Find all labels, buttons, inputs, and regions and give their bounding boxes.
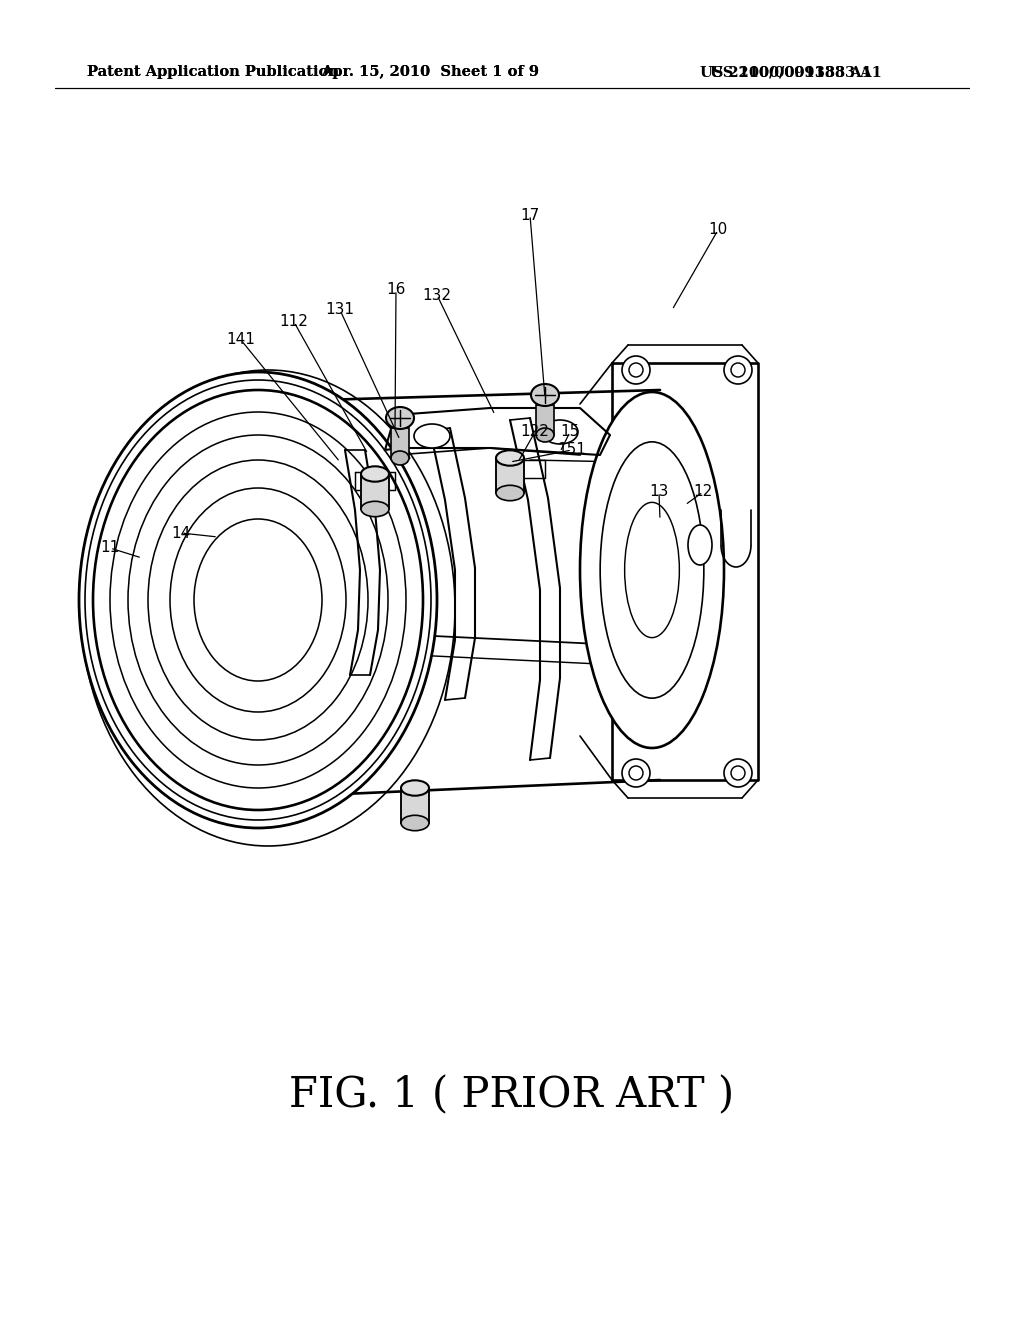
Ellipse shape <box>361 502 389 516</box>
Text: 151: 151 <box>557 442 587 458</box>
Text: 16: 16 <box>386 282 406 297</box>
Ellipse shape <box>688 525 712 565</box>
Polygon shape <box>361 474 389 510</box>
Text: 112: 112 <box>280 314 308 330</box>
Ellipse shape <box>531 384 559 407</box>
Ellipse shape <box>148 459 368 741</box>
Ellipse shape <box>110 412 406 788</box>
Polygon shape <box>536 405 554 436</box>
Ellipse shape <box>629 363 643 378</box>
Ellipse shape <box>79 372 437 828</box>
Ellipse shape <box>194 519 322 681</box>
Ellipse shape <box>622 356 650 384</box>
Ellipse shape <box>600 442 703 698</box>
Text: 131: 131 <box>326 302 354 318</box>
Ellipse shape <box>536 428 554 442</box>
Text: 122: 122 <box>520 425 550 440</box>
Text: FIG. 1 ( PRIOR ART ): FIG. 1 ( PRIOR ART ) <box>290 1074 734 1115</box>
Text: 12: 12 <box>693 484 713 499</box>
Ellipse shape <box>731 363 745 378</box>
Ellipse shape <box>542 420 578 444</box>
Ellipse shape <box>85 380 431 820</box>
Ellipse shape <box>170 488 346 711</box>
Ellipse shape <box>414 424 450 447</box>
Ellipse shape <box>401 816 429 830</box>
Ellipse shape <box>496 450 524 466</box>
Text: 17: 17 <box>520 207 540 223</box>
Polygon shape <box>496 458 524 492</box>
Ellipse shape <box>724 356 752 384</box>
Text: 11: 11 <box>100 540 120 556</box>
Text: US 2100/0091383 A1: US 2100/0091383 A1 <box>700 65 871 79</box>
Text: 132: 132 <box>423 288 452 302</box>
Text: Patent Application Publication: Patent Application Publication <box>87 65 339 79</box>
Text: Apr. 15, 2010  Sheet 1 of 9: Apr. 15, 2010 Sheet 1 of 9 <box>321 65 539 79</box>
Ellipse shape <box>386 407 414 429</box>
Ellipse shape <box>93 389 423 810</box>
Text: Apr. 15, 2010  Sheet 1 of 9: Apr. 15, 2010 Sheet 1 of 9 <box>321 65 539 79</box>
Text: US 2100/0091383 A1: US 2100/0091383 A1 <box>710 65 882 79</box>
Ellipse shape <box>731 766 745 780</box>
Text: 15: 15 <box>560 425 580 440</box>
Ellipse shape <box>625 503 679 638</box>
Text: Patent Application Publication: Patent Application Publication <box>87 65 339 79</box>
Text: 10: 10 <box>709 223 728 238</box>
Ellipse shape <box>401 780 429 796</box>
Text: 13: 13 <box>649 484 669 499</box>
Polygon shape <box>401 788 429 822</box>
Ellipse shape <box>622 759 650 787</box>
Ellipse shape <box>580 392 724 748</box>
Ellipse shape <box>724 759 752 787</box>
Text: 141: 141 <box>226 333 255 347</box>
Polygon shape <box>391 428 409 458</box>
Ellipse shape <box>128 436 388 766</box>
Ellipse shape <box>496 486 524 500</box>
Ellipse shape <box>629 766 643 780</box>
Ellipse shape <box>391 451 409 465</box>
Text: 14: 14 <box>171 525 190 540</box>
Ellipse shape <box>361 466 389 482</box>
